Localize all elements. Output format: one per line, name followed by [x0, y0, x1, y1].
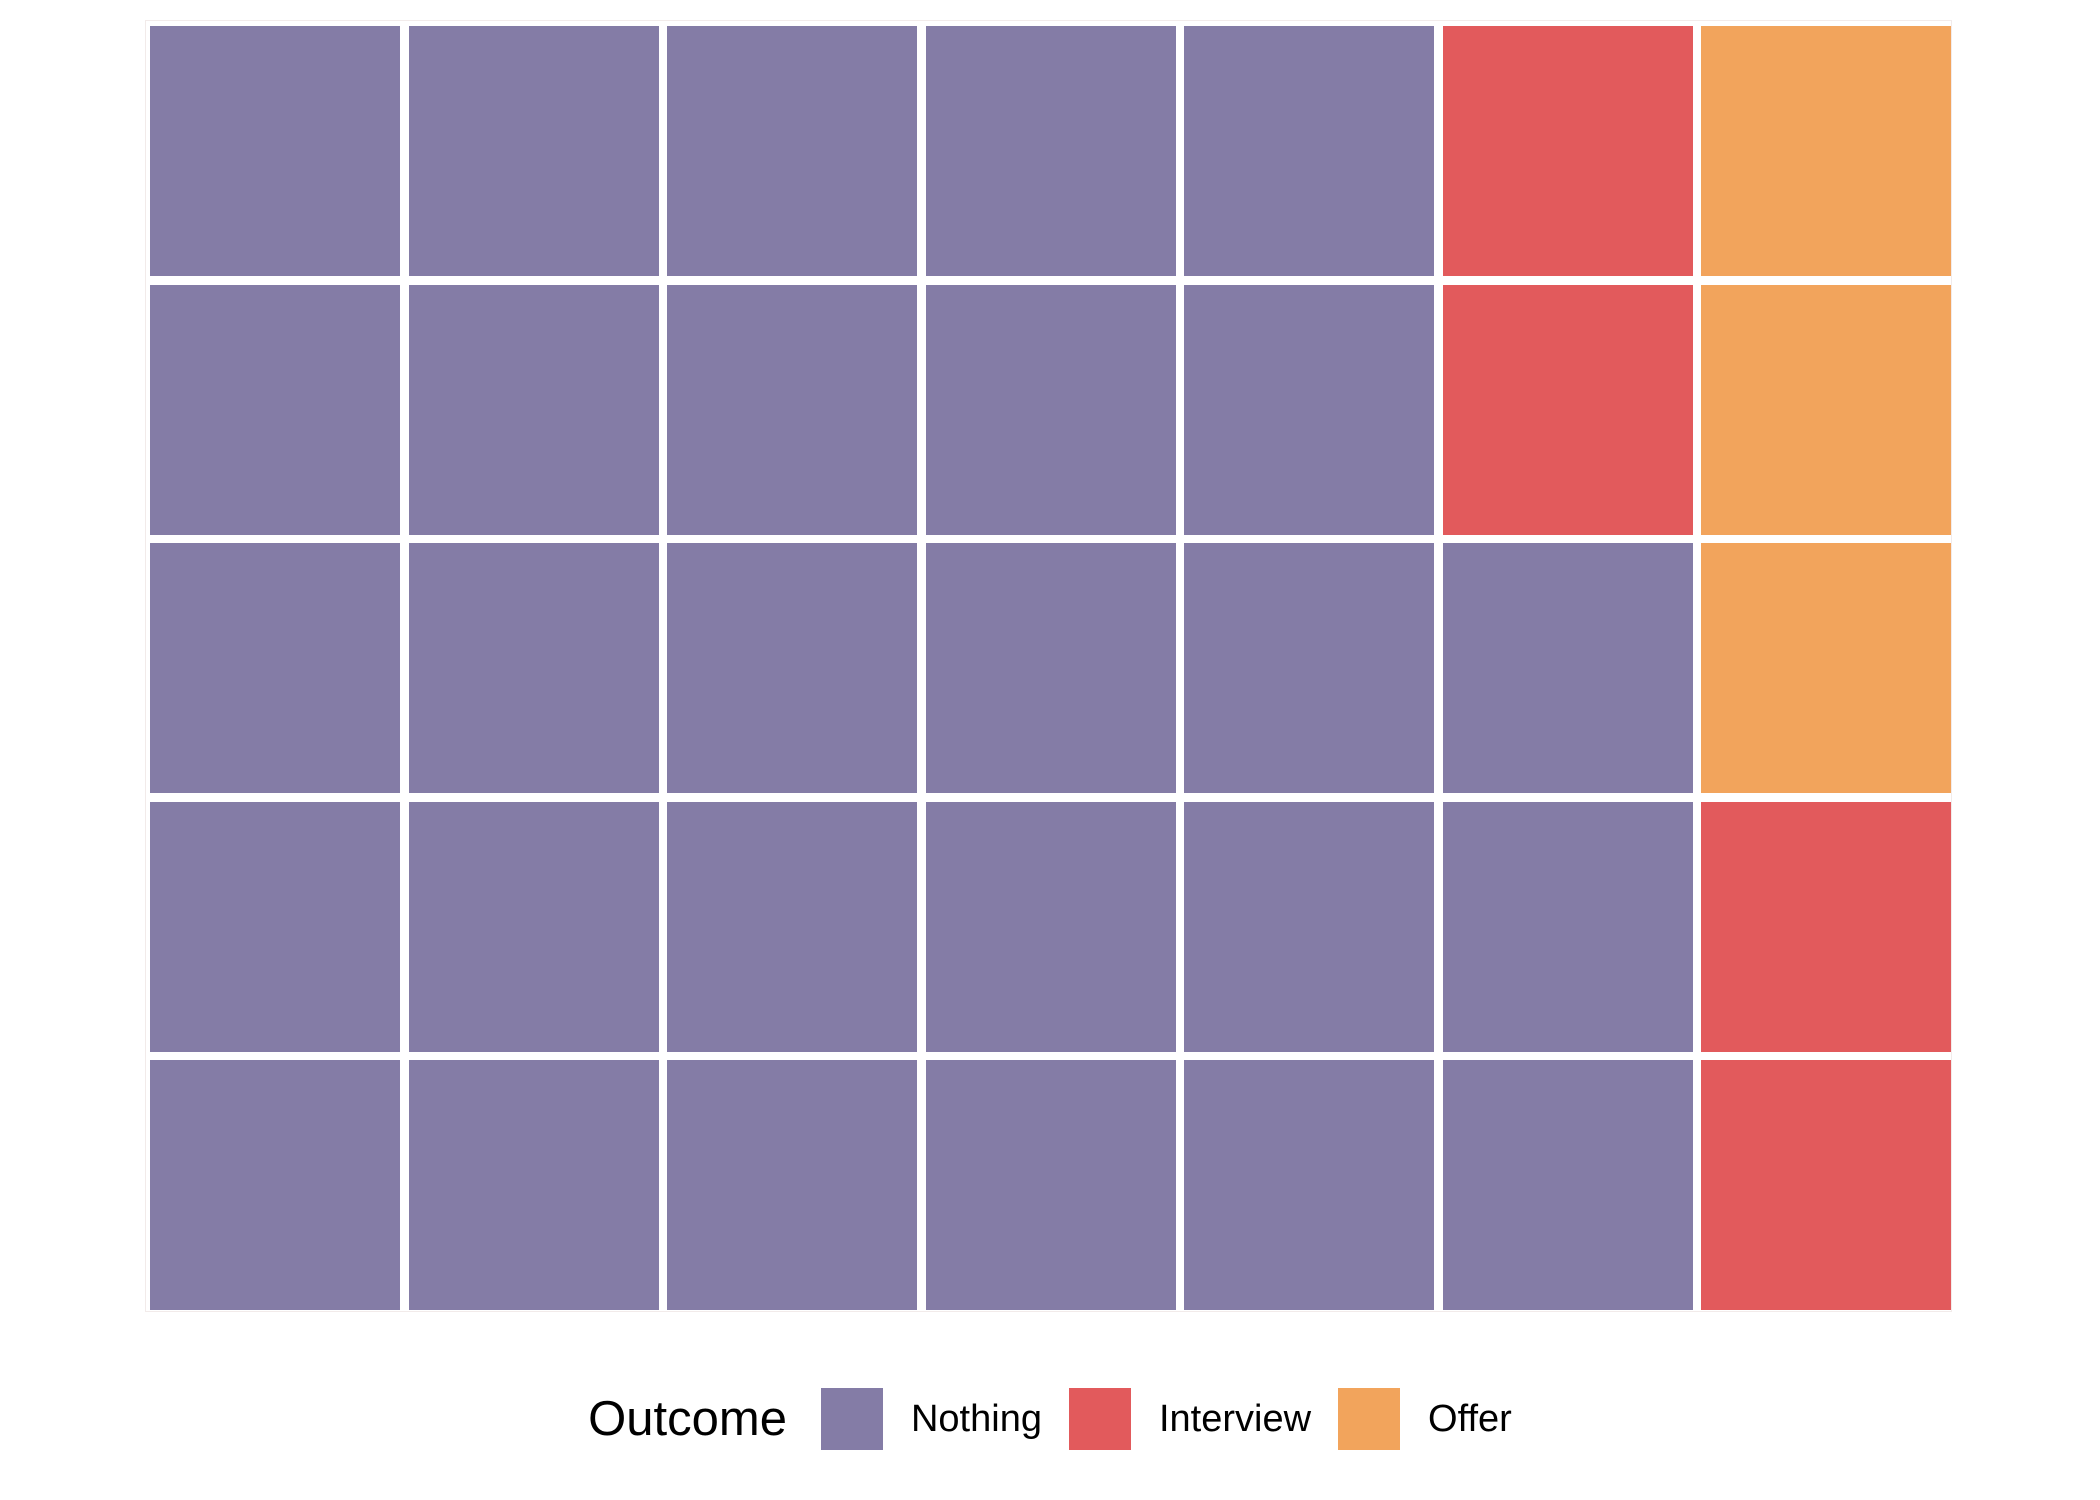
legend-items: Nothing Interview Offer: [820, 1388, 1512, 1450]
legend-key-icon: [1068, 1388, 1131, 1450]
waffle-cell-nothing: [667, 801, 917, 1052]
legend-key-icon: [1338, 1388, 1401, 1450]
waffle-cell-nothing: [150, 543, 400, 793]
waffle-cell-nothing: [1442, 1060, 1693, 1310]
waffle-cell-nothing: [925, 543, 1176, 793]
waffle-cell-nothing: [925, 1060, 1176, 1310]
waffle-cell-nothing: [667, 284, 917, 535]
legend-item-interview: Interview: [1068, 1388, 1312, 1450]
waffle-cell-nothing: [408, 543, 659, 793]
waffle-cell-nothing: [1184, 543, 1434, 793]
waffle-cell-nothing: [667, 1060, 917, 1310]
waffle-cell-nothing: [925, 801, 1176, 1052]
waffle-cell-nothing: [1184, 801, 1434, 1052]
waffle-cell-nothing: [667, 543, 917, 793]
legend-key-icon: [820, 1388, 883, 1450]
waffle-cell-interview: [1701, 1060, 1951, 1310]
waffle-cell-nothing: [667, 26, 917, 276]
waffle-cell-interview: [1701, 801, 1951, 1052]
waffle-cell-nothing: [150, 284, 400, 535]
waffle-cell-nothing: [408, 26, 659, 276]
waffle-cell-offer: [1701, 543, 1951, 793]
waffle-cell-nothing: [408, 284, 659, 535]
legend-label: Interview: [1158, 1398, 1312, 1440]
waffle-cell-nothing: [150, 801, 400, 1052]
legend-label: Offer: [1428, 1398, 1512, 1440]
waffle-cell-nothing: [1442, 543, 1693, 793]
waffle-cell-nothing: [1184, 1060, 1434, 1310]
legend-item-nothing: Nothing: [820, 1388, 1042, 1450]
waffle-cell-interview: [1442, 284, 1693, 535]
legend-label: Nothing: [910, 1398, 1042, 1440]
waffle-cell-nothing: [925, 26, 1176, 276]
waffle-cell-nothing: [1184, 26, 1434, 276]
waffle-cell-nothing: [1184, 284, 1434, 535]
waffle-cell-nothing: [408, 1060, 659, 1310]
waffle-cell-nothing: [408, 801, 659, 1052]
waffle-cell-nothing: [1442, 801, 1693, 1052]
waffle-cell-offer: [1701, 26, 1951, 276]
legend: Outcome Nothing Interview Offer: [0, 1388, 2100, 1450]
chart-panel: [145, 20, 1952, 1312]
waffle-cell-offer: [1701, 284, 1951, 535]
legend-item-offer: Offer: [1338, 1388, 1512, 1450]
waffle-cell-nothing: [150, 26, 400, 276]
waffle-cell-nothing: [925, 284, 1176, 535]
waffle-cell-interview: [1442, 26, 1693, 276]
waffle-grid: [150, 26, 1951, 1310]
legend-title: Outcome: [588, 1391, 787, 1446]
waffle-cell-nothing: [150, 1060, 400, 1310]
